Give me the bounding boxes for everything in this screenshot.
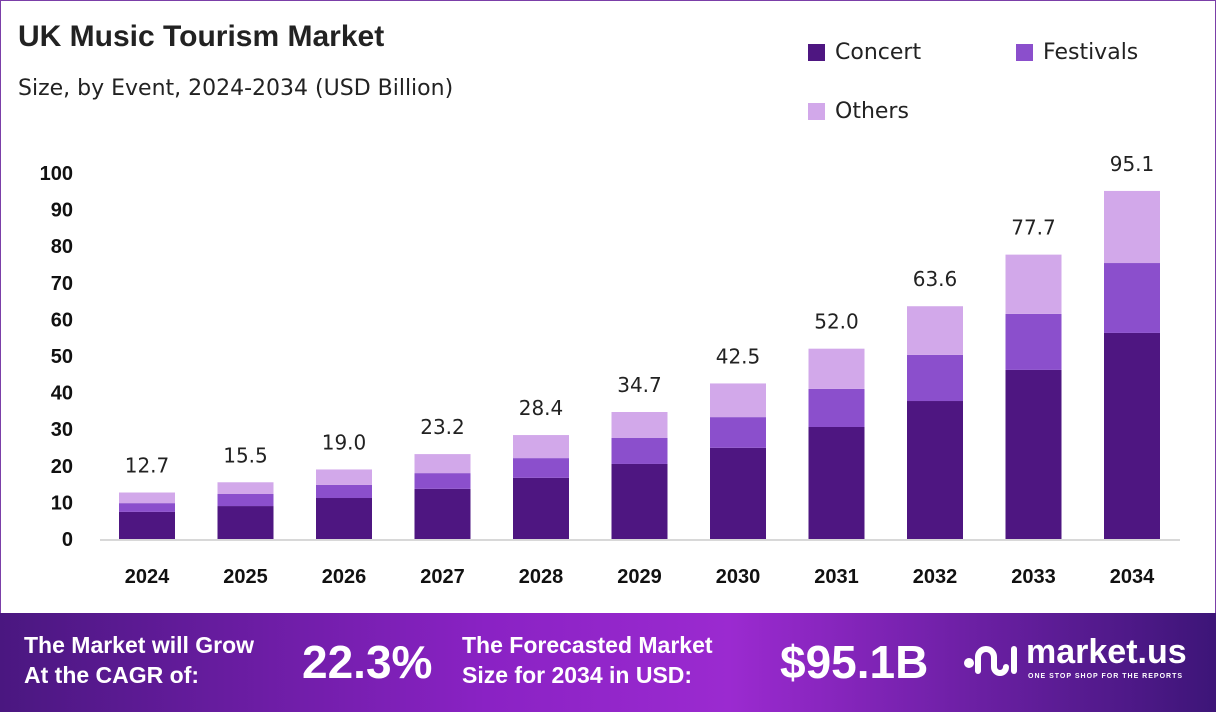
x-tick-label: 2025 [223,566,268,588]
bar-segment-festivals [414,473,471,489]
bar-total-label: 63.6 [913,267,958,291]
bar-total-label: 34.7 [617,373,662,397]
legend-swatch-festivals [1016,44,1033,61]
bar-total-label: 28.4 [519,396,564,420]
y-tick-label: 90 [51,200,73,222]
y-tick-label: 60 [51,309,73,331]
forecast-label-line2: Size for 2034 in USD: [462,662,693,688]
cagr-label-line1: The Market will Grow [24,632,255,658]
bar-total-label: 23.2 [420,415,465,439]
bar-segment-festivals [611,437,668,464]
bar-segment-festivals [217,493,274,507]
bar-segment-concert [907,401,963,539]
legend-others: Others [808,99,909,124]
y-tick-label: 50 [51,346,73,368]
bar-total-label: 19.0 [322,430,367,454]
legend-label: Concert [835,40,922,65]
logo-tagline: ONE STOP SHOP FOR THE REPORTS [1028,673,1184,680]
legend-concert: Concert [808,40,921,65]
bar-segment-others [513,435,569,459]
y-tick-label: 70 [51,273,73,295]
x-tick-label: 2024 [125,566,170,588]
legend-swatch-others [808,103,825,120]
cagr-label-line2: At the CAGR of: [24,662,200,688]
bar-segment-concert [710,447,766,539]
bar-segment-concert [1005,369,1062,539]
bar-segment-concert [414,488,471,539]
bar-segment-others [611,411,668,438]
bar-segment-others [710,383,766,418]
bar-segment-others [1104,190,1160,264]
logo-icon [964,646,1017,676]
chart-title: UK Music Tourism Market [18,20,385,53]
bar-total-label: 95.1 [1110,152,1155,176]
x-tick-label: 2028 [519,566,564,588]
bar-segment-festivals [119,503,175,512]
x-tick-label: 2027 [420,566,465,588]
y-tick-label: 100 [40,163,73,185]
x-tick-label: 2033 [1011,566,1056,588]
bar-segment-concert [1104,332,1160,539]
y-tick-label: 10 [51,492,73,514]
legend-swatch-concert [808,44,825,61]
x-tick-label: 2026 [322,566,367,588]
bar-segment-others [414,454,471,474]
bar-segment-festivals [710,417,766,448]
y-tick-label: 0 [62,529,73,551]
chart-subtitle: Size, by Event, 2024-2034 (USD Billion) [18,76,454,101]
bar-segment-concert [611,463,668,539]
x-tick-label: 2032 [913,566,958,588]
bar-segment-others [119,492,175,504]
bar-segment-festivals [316,484,372,499]
bar-segment-festivals [808,388,865,428]
logo-text: market.us [1026,633,1187,671]
bar-segment-festivals [1104,263,1160,333]
bar-segment-others [217,482,274,494]
bar-segment-festivals [907,354,963,402]
cagr-value: 22.3% [302,636,433,688]
bar-segment-others [316,469,372,485]
bar-chart: 010203040506070809010012.7202415.5202519… [40,152,1180,588]
summary-banner: The Market will Grow At the CAGR of: 22.… [0,613,1216,712]
legend-festivals: Festivals [1016,40,1138,65]
x-tick-label: 2029 [617,566,662,588]
forecast-label-line1: The Forecasted Market [462,632,713,658]
bar-total-label: 12.7 [125,454,170,478]
x-tick-label: 2031 [814,566,859,588]
bar-segment-concert [217,506,274,539]
y-tick-label: 30 [51,419,73,441]
y-tick-label: 80 [51,236,73,258]
x-tick-label: 2034 [1110,566,1155,588]
bar-total-label: 77.7 [1011,216,1056,240]
cagr-label: The Market will Grow At the CAGR of: [24,630,254,690]
y-tick-label: 20 [51,456,73,478]
bar-segment-concert [316,498,372,539]
forecast-label: The Forecasted Market Size for 2034 in U… [462,630,713,690]
bar-segment-festivals [513,458,569,478]
bar-segment-concert [119,511,175,539]
bar-total-label: 52.0 [814,310,859,334]
bar-segment-others [1005,254,1062,314]
x-tick-label: 2030 [716,566,761,588]
y-tick-label: 40 [51,383,73,405]
legend-label: Festivals [1043,40,1139,65]
bar-segment-festivals [1005,313,1062,370]
bar-segment-concert [808,427,865,539]
forecast-value: $95.1B [780,636,929,688]
bar-total-label: 15.5 [223,443,268,467]
bar-segment-others [808,348,865,389]
bar-segment-others [907,306,963,355]
bar-segment-concert [513,477,569,539]
bar-total-label: 42.5 [716,344,761,368]
legend-label: Others [835,99,909,124]
